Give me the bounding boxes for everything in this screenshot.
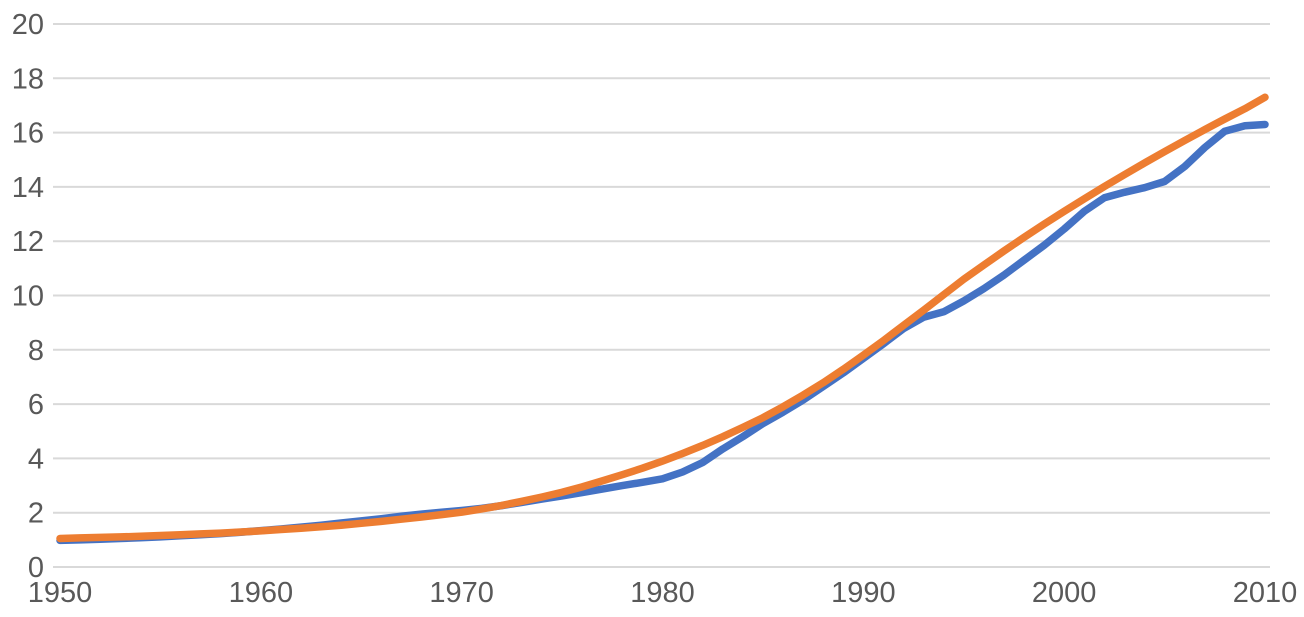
x-tick-label-1960: 1960 [229, 577, 294, 609]
y-tick-label-20: 20 [12, 9, 44, 41]
y-tick-label-2: 2 [28, 498, 44, 530]
y-tick-label-4: 4 [28, 443, 44, 475]
data-series-lines [56, 93, 1269, 545]
y-tick-label-14: 14 [12, 172, 44, 204]
y-tick-label-6: 6 [28, 389, 44, 421]
y-axis-tick-labels: 0 2 4 6 8 10 12 14 16 18 20 [12, 9, 44, 584]
y-tick-label-10: 10 [12, 281, 44, 313]
y-tick-label-16: 16 [12, 118, 44, 150]
x-tick-label-1970: 1970 [429, 577, 494, 609]
y-tick-label-18: 18 [12, 63, 44, 95]
x-tick-label-2000: 2000 [1032, 577, 1097, 609]
x-tick-label-2010: 2010 [1233, 577, 1298, 609]
x-axis-tick-labels: 1950 1960 1970 1980 1990 2000 2010 [28, 577, 1298, 609]
x-tick-label-1990: 1990 [831, 577, 896, 609]
y-tick-label-8: 8 [28, 335, 44, 367]
orange-series-line [56, 93, 1269, 543]
x-tick-label-1980: 1980 [630, 577, 695, 609]
y-tick-label-0: 0 [28, 552, 44, 584]
x-tick-label-1950: 1950 [28, 577, 93, 609]
y-tick-label-12: 12 [12, 226, 44, 258]
gridlines [53, 23, 1270, 568]
